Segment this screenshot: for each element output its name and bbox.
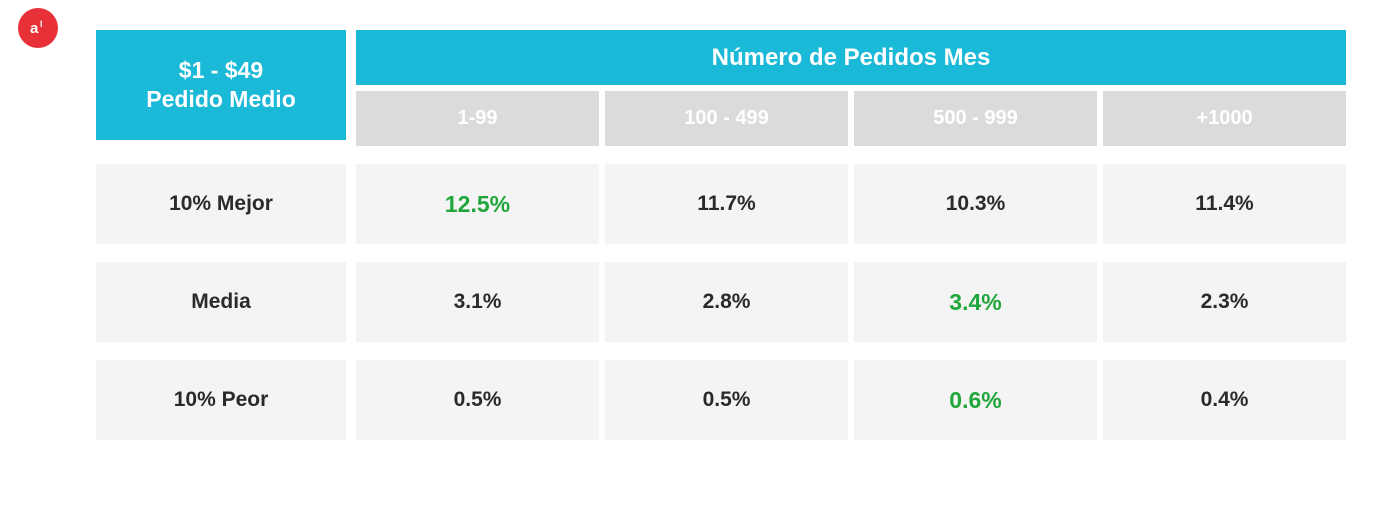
data-cell: 0.5% [605, 360, 848, 440]
data-cell: 0.5% [356, 360, 599, 440]
column-gap [346, 262, 356, 342]
pricing-table: $1 - $49 Pedido Medio Número de Pedidos … [96, 30, 1346, 440]
corner-header: $1 - $49 Pedido Medio [96, 30, 346, 140]
column-gap [346, 164, 356, 244]
data-cell: 0.6% [854, 360, 1097, 440]
row-cells: 3.1% 2.8% 3.4% 2.3% [356, 262, 1346, 342]
data-cell: 11.4% [1103, 164, 1346, 244]
row-cells: 0.5% 0.5% 0.6% 0.4% [356, 360, 1346, 440]
column-gap [346, 30, 356, 146]
column-header: +1000 [1103, 91, 1346, 146]
table-row: 10% Peor 0.5% 0.5% 0.6% 0.4% [96, 360, 1346, 440]
table-row: 10% Mejor 12.5% 11.7% 10.3% 11.4% [96, 164, 1346, 244]
subheader-row: 1-99 100 - 499 500 - 999 +1000 [356, 91, 1346, 146]
row-label: 10% Peor [96, 360, 346, 440]
data-cell: 3.1% [356, 262, 599, 342]
corner-line1: $1 - $49 [179, 56, 263, 85]
corner-line2: Pedido Medio [146, 85, 296, 114]
data-cell: 0.4% [1103, 360, 1346, 440]
brand-logo-icon: a l [26, 16, 50, 40]
column-header: 100 - 499 [605, 91, 848, 146]
data-cell: 12.5% [356, 164, 599, 244]
data-cell: 10.3% [854, 164, 1097, 244]
data-cell: 3.4% [854, 262, 1097, 342]
row-label: 10% Mejor [96, 164, 346, 244]
table-row: Media 3.1% 2.8% 3.4% 2.3% [96, 262, 1346, 342]
data-cell: 2.8% [605, 262, 848, 342]
column-header: 500 - 999 [854, 91, 1097, 146]
table-header-row: $1 - $49 Pedido Medio Número de Pedidos … [96, 30, 1346, 146]
svg-text:l: l [40, 19, 43, 29]
header-right: Número de Pedidos Mes 1-99 100 - 499 500… [356, 30, 1346, 146]
column-header: 1-99 [356, 91, 599, 146]
brand-logo: a l [18, 8, 58, 48]
column-gap [346, 360, 356, 440]
data-cell: 2.3% [1103, 262, 1346, 342]
row-cells: 12.5% 11.7% 10.3% 11.4% [356, 164, 1346, 244]
header-title: Número de Pedidos Mes [356, 30, 1346, 85]
row-label: Media [96, 262, 346, 342]
svg-text:a: a [30, 20, 39, 37]
data-cell: 11.7% [605, 164, 848, 244]
